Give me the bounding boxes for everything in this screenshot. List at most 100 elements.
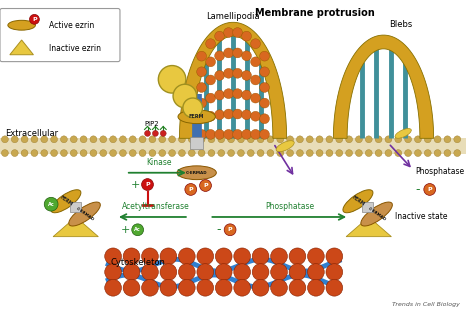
Circle shape [257, 136, 264, 143]
Circle shape [271, 264, 287, 280]
Circle shape [215, 279, 232, 296]
Text: PIP2: PIP2 [145, 121, 159, 127]
Circle shape [308, 248, 324, 265]
Circle shape [260, 67, 269, 77]
Circle shape [326, 136, 333, 143]
Ellipse shape [361, 202, 392, 226]
Circle shape [251, 57, 260, 67]
Circle shape [200, 180, 211, 192]
Circle shape [123, 264, 140, 280]
Circle shape [142, 248, 158, 265]
Text: Kinase: Kinase [146, 158, 172, 167]
Circle shape [105, 248, 121, 265]
Text: -: - [416, 183, 420, 196]
Circle shape [434, 150, 441, 156]
Circle shape [454, 150, 461, 156]
Circle shape [234, 264, 250, 280]
Circle shape [395, 136, 401, 143]
Circle shape [31, 150, 38, 156]
Ellipse shape [177, 166, 216, 180]
Circle shape [242, 71, 251, 80]
Polygon shape [333, 35, 434, 138]
Text: Cytoskeleton: Cytoskeleton [110, 258, 165, 267]
Text: +: + [131, 180, 140, 190]
Circle shape [206, 57, 216, 67]
Circle shape [206, 75, 216, 85]
Text: FERM: FERM [351, 195, 365, 207]
Circle shape [215, 71, 225, 80]
Circle shape [149, 136, 156, 143]
Circle shape [142, 279, 158, 296]
Circle shape [197, 279, 214, 296]
Bar [362, 202, 373, 212]
Circle shape [198, 150, 205, 156]
Circle shape [100, 150, 107, 156]
Circle shape [132, 224, 144, 236]
Circle shape [224, 224, 236, 236]
Circle shape [289, 264, 306, 280]
Circle shape [80, 150, 87, 156]
Circle shape [41, 150, 48, 156]
Circle shape [153, 130, 158, 136]
Circle shape [105, 279, 121, 296]
Text: Phosphatase: Phosphatase [415, 167, 464, 176]
Circle shape [197, 129, 207, 139]
Text: Ac: Ac [134, 227, 141, 232]
Circle shape [237, 150, 245, 156]
Circle shape [90, 136, 97, 143]
Circle shape [215, 110, 225, 120]
Circle shape [289, 279, 306, 296]
Text: Trends in Cell Biology: Trends in Cell Biology [392, 302, 460, 307]
Circle shape [160, 248, 177, 265]
Circle shape [198, 136, 205, 143]
Circle shape [197, 51, 207, 61]
Circle shape [169, 136, 175, 143]
Bar [0, 138, 466, 154]
Circle shape [260, 129, 269, 139]
Circle shape [251, 75, 260, 85]
Circle shape [197, 248, 214, 265]
Bar [190, 137, 203, 149]
Circle shape [123, 279, 140, 296]
Circle shape [405, 136, 411, 143]
Circle shape [287, 150, 293, 156]
Circle shape [308, 264, 324, 280]
Ellipse shape [8, 20, 36, 30]
Circle shape [206, 129, 216, 139]
Circle shape [326, 279, 343, 296]
Circle shape [215, 264, 232, 280]
Circle shape [434, 136, 441, 143]
Circle shape [109, 136, 117, 143]
Circle shape [414, 150, 421, 156]
Circle shape [251, 129, 260, 139]
Circle shape [424, 150, 431, 156]
Circle shape [385, 136, 392, 143]
Text: Inactive ezrin: Inactive ezrin [49, 44, 101, 53]
Circle shape [316, 136, 323, 143]
Circle shape [267, 150, 274, 156]
Circle shape [414, 136, 421, 143]
Circle shape [296, 150, 303, 156]
Circle shape [224, 109, 234, 119]
Circle shape [197, 67, 207, 77]
Circle shape [454, 136, 461, 143]
Circle shape [424, 136, 431, 143]
Circle shape [242, 51, 251, 61]
Ellipse shape [343, 190, 373, 213]
Circle shape [31, 136, 38, 143]
Circle shape [80, 136, 87, 143]
Circle shape [296, 136, 303, 143]
Text: Ac: Ac [48, 202, 55, 207]
Circle shape [385, 150, 392, 156]
Circle shape [188, 150, 195, 156]
Circle shape [215, 129, 225, 139]
Circle shape [252, 248, 269, 265]
Circle shape [242, 129, 251, 139]
Circle shape [308, 279, 324, 296]
Circle shape [61, 136, 67, 143]
Circle shape [251, 111, 260, 121]
Circle shape [252, 279, 269, 296]
Circle shape [123, 248, 140, 265]
Circle shape [242, 31, 251, 41]
FancyBboxPatch shape [0, 8, 120, 62]
